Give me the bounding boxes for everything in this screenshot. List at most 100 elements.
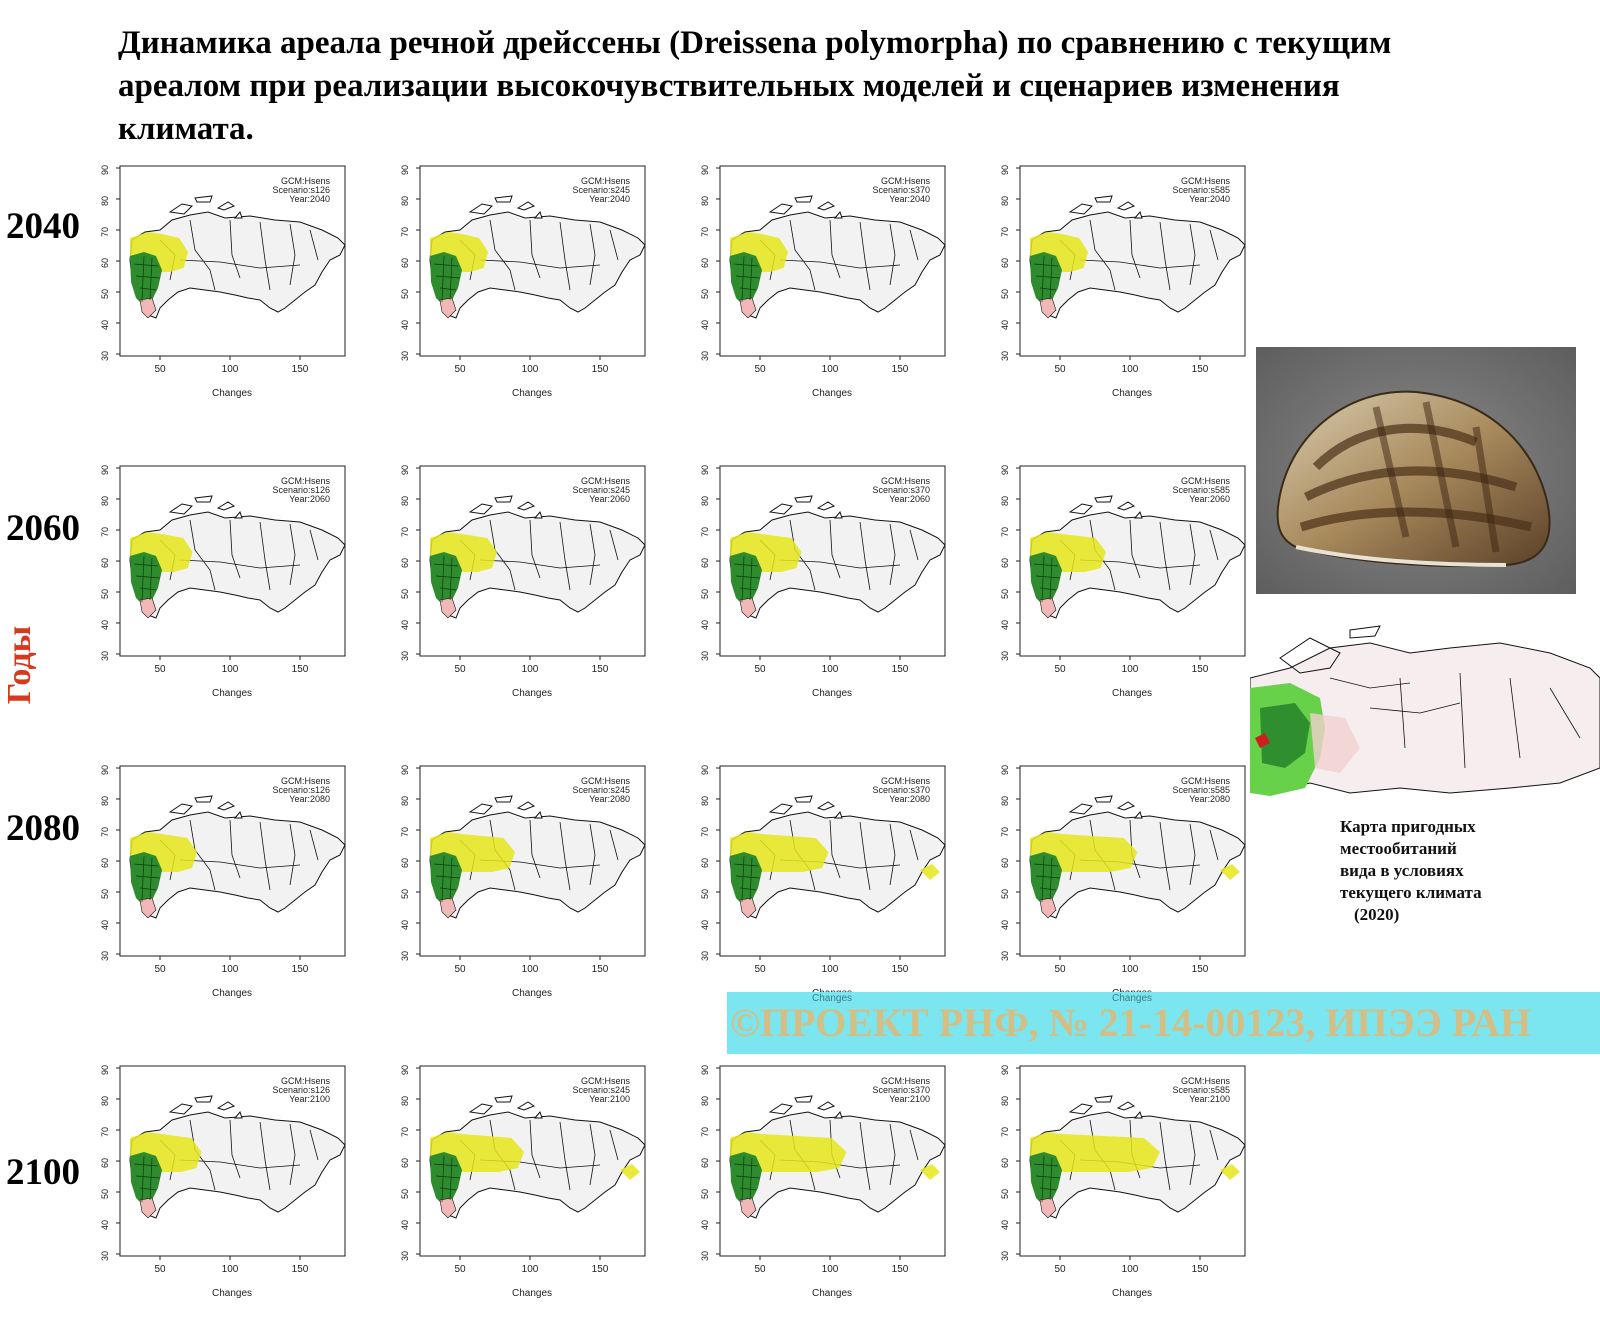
far-east-expansion [1220,1164,1240,1180]
gcm-label: GCM:Hsens [880,476,930,486]
y-tick-label: 50 [1000,1188,1010,1199]
x-axis-label: Changes [511,688,553,699]
x-tick-label: 150 [591,364,609,375]
map-panel-2060-s126: GCM:Hsens Scenario:s126 Year:2060 30 40 50 60 7… [100,460,360,720]
retained-area-borders [733,555,761,603]
panel-legend: GCM:Hsens Scenario:s370 Year:2080 [855,777,930,804]
x-tick-label: 50 [154,1264,166,1275]
y-tick-label: 70 [700,1126,710,1137]
x-tick-label: 150 [591,964,609,975]
y-tick-label: 80 [400,495,410,506]
map-panel-2080-s245: GCM:Hsens Scenario:s245 Year:2080 30 40 50 60 7… [400,760,660,1020]
map-panel-2060-s585: GCM:Hsens Scenario:s585 Year:2060 30 40 50 60 7… [1000,460,1260,720]
zebra-mussel-photo [1256,347,1576,594]
y-tick-label: 40 [400,319,410,330]
year-label-2100: 2100 [6,1152,80,1193]
page-title: Динамика ареала речной дрейссены (Dreiss… [118,25,1392,147]
y-tick-label: 90 [1000,1064,1010,1075]
retained-area-borders [1033,855,1061,903]
caption-line: вида в условиях [1340,861,1464,880]
y-tick-label: 70 [1000,526,1010,537]
range-map [716,165,946,360]
range-map [716,1065,946,1260]
y-tick-label: 90 [400,1064,410,1075]
x-tick-label: 100 [1121,364,1139,375]
y-tick-label: 40 [400,619,410,630]
map-panel-2060-s245: GCM:Hsens Scenario:s245 Year:2060 30 40 50 60 7… [400,460,660,720]
y-tick-label: 70 [700,526,710,537]
current-habitat-map [1250,625,1600,800]
year-label: Year:2040 [289,194,330,204]
x-tick-label: 150 [291,964,309,975]
x-tick-label: 150 [1191,964,1209,975]
x-tick-label: 100 [221,664,239,675]
retained-area-borders [733,1155,761,1203]
panel-legend: GCM:Hsens Scenario:s245 Year:2040 [555,177,630,204]
expansion-area [730,1132,847,1172]
panel-legend: GCM:Hsens Scenario:s585 Year:2080 [1155,777,1230,804]
scenario-label: Scenario:s245 [572,185,630,195]
y-tick-label: 30 [400,1250,410,1261]
y-tick-label: 60 [100,557,110,568]
ghost-x-label: Changes [811,993,853,1004]
scenario-label: Scenario:s370 [872,485,930,495]
year-label: Year:2060 [589,494,630,504]
gcm-label: GCM:Hsens [580,476,630,486]
range-map [416,765,646,960]
y-tick-label: 60 [700,257,710,268]
range-map [416,465,646,660]
x-tick-label: 100 [221,1264,239,1275]
y-tick-label: 60 [100,1157,110,1168]
caption-line: местообитаний [1340,839,1457,858]
scenario-label: Scenario:s585 [1172,785,1230,795]
y-tick-label: 40 [1000,919,1010,930]
expansion-area [1030,1132,1160,1172]
gcm-label: GCM:Hsens [580,776,630,786]
x-tick-label: 50 [154,964,166,975]
range-map [116,765,346,960]
y-tick-label: 40 [100,919,110,930]
y-tick-label: 60 [400,1157,410,1168]
x-tick-label: 50 [1054,664,1066,675]
year-label: Year:2060 [889,494,930,504]
x-tick-label: 100 [1121,1264,1139,1275]
x-axis-label: Changes [211,388,253,399]
y-tick-label: 80 [100,1095,110,1106]
copyright-notice: ©ПРОЕКТ РНФ, № 21-14-00123, ИПЭЭ РАН [730,1000,1532,1045]
y-tick-label: 30 [700,650,710,661]
y-tick-label: 70 [1000,826,1010,837]
year-label: Year:2040 [889,194,930,204]
y-tick-label: 50 [100,888,110,899]
x-tick-label: 100 [521,1264,539,1275]
y-tick-label: 60 [1000,257,1010,268]
scenario-label: Scenario:s585 [1172,485,1230,495]
arctic-islands [468,495,543,519]
years-axis-title: Годы [1,625,38,705]
x-axis-label: Changes [511,388,553,399]
y-tick-label: 60 [1000,857,1010,868]
retained-area-borders [433,255,461,303]
year-label: Year:2100 [289,1094,330,1104]
map-panel-2100-s126: GCM:Hsens Scenario:s126 Year:2100 30 40 50 60 7… [100,1060,360,1320]
x-tick-label: 100 [521,964,539,975]
map-panel-2080-s370: GCM:Hsens Scenario:s370 Year:2080 30 40 50 60 7… [700,760,960,1020]
x-axis-label: Changes [511,988,553,999]
y-tick-label: 30 [100,350,110,361]
y-tick-label: 70 [400,826,410,837]
gcm-label: GCM:Hsens [280,476,330,486]
x-tick-label: 150 [891,964,909,975]
retained-area-borders [1033,1155,1061,1203]
x-tick-label: 100 [221,364,239,375]
y-tick-label: 90 [700,764,710,775]
far-east-expansion [920,864,940,880]
x-tick-label: 150 [1191,664,1209,675]
range-map [716,765,946,960]
y-tick-label: 50 [1000,888,1010,899]
map-panel-2080-s126: GCM:Hsens Scenario:s126 Year:2080 30 40 50 60 7… [100,760,360,1020]
map-panel-2100-s370: GCM:Hsens Scenario:s370 Year:2100 30 40 50 60 7… [700,1060,960,1320]
retained-area-borders [733,855,761,903]
y-tick-label: 60 [400,257,410,268]
y-tick-label: 30 [1000,650,1010,661]
y-tick-label: 80 [100,795,110,806]
y-tick-label: 60 [1000,1157,1010,1168]
